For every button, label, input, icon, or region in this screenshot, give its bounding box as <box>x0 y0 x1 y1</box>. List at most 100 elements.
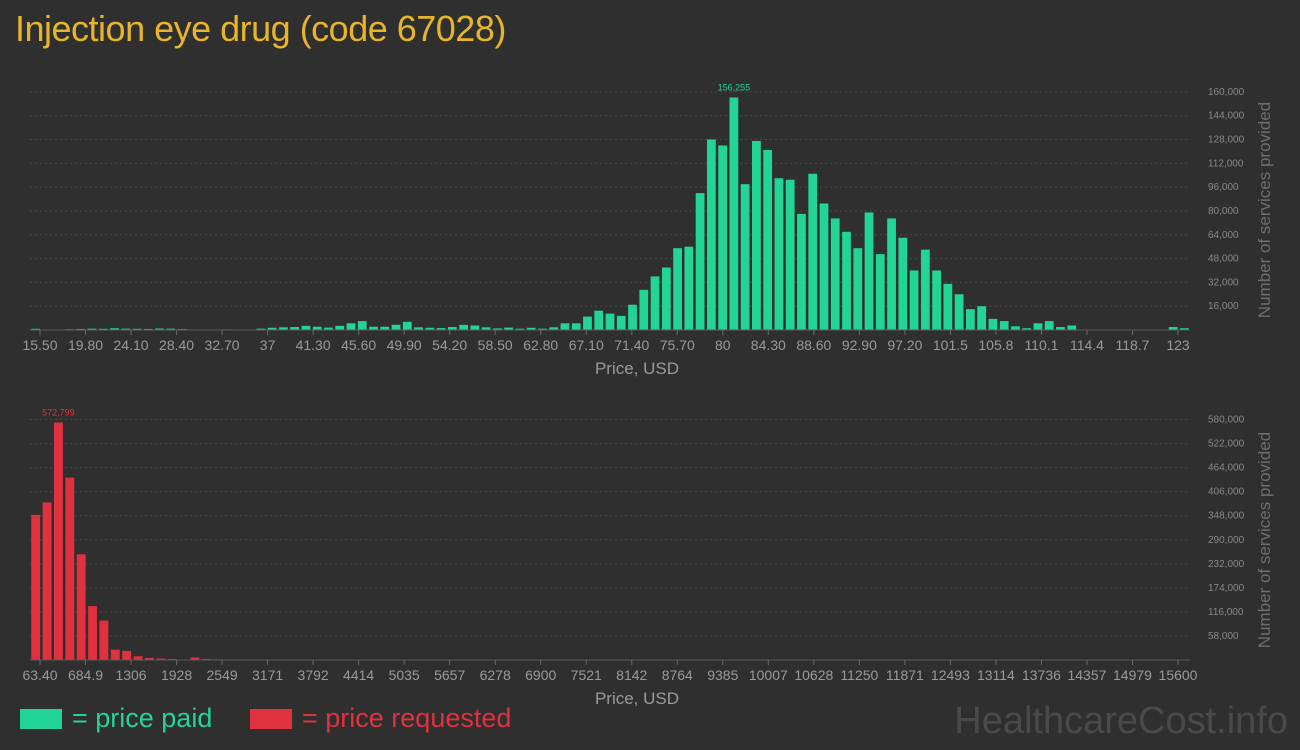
bar <box>1011 326 1020 330</box>
x-tick-label: 75.70 <box>660 337 695 353</box>
bar <box>42 502 52 660</box>
bar <box>279 327 288 330</box>
bar <box>526 327 536 330</box>
bar <box>425 327 435 330</box>
legend-requested-swatch <box>250 708 292 729</box>
bar <box>436 328 446 330</box>
bar <box>324 327 333 330</box>
peak-value-label: 572,799 <box>42 408 75 418</box>
y-tick-label: 580,000 <box>1208 415 1245 426</box>
bar <box>88 606 97 660</box>
x-tick-label: 10007 <box>749 667 788 683</box>
bar <box>256 328 266 330</box>
bar <box>31 328 41 330</box>
bar <box>1044 321 1054 330</box>
x-tick-label: 9385 <box>707 667 738 683</box>
paid-price-chart: 16,000 32,000 48,000 64,000 80,000 96,000 112,… <box>22 82 1274 378</box>
bar <box>853 248 863 330</box>
y-tick-label: 96,000 <box>1208 182 1239 193</box>
bar <box>99 620 109 660</box>
bar <box>797 213 806 330</box>
legend-paid-label: = price paid <box>72 703 213 733</box>
bar <box>684 246 694 330</box>
bar <box>98 328 108 330</box>
bar <box>1168 327 1178 330</box>
x-tick-label: 11250 <box>840 667 878 683</box>
y-tick-label: 290,000 <box>1208 535 1245 546</box>
bar <box>718 145 728 330</box>
bar <box>999 321 1009 330</box>
y-tick-label: 144,000 <box>1208 111 1245 122</box>
y-tick-label: 80,000 <box>1208 206 1239 217</box>
x-tick-label: 105.8 <box>978 337 1013 353</box>
x-tick-label: 684.9 <box>68 667 103 683</box>
bar <box>774 178 784 330</box>
x-tick-label: 24.10 <box>114 337 149 353</box>
bar <box>1022 328 1032 330</box>
y-tick-label: 174,000 <box>1208 583 1245 594</box>
bar <box>53 422 63 660</box>
bar <box>414 327 423 330</box>
bar <box>661 267 671 330</box>
chart-title: Injection eye drug (code 67028) <box>15 8 506 49</box>
x-tick-label: 58.50 <box>478 337 513 353</box>
x-tick-label: 80 <box>715 337 731 353</box>
bar <box>143 328 153 330</box>
x-tick-label: 8764 <box>662 667 693 683</box>
x-tick-label: 15.50 <box>22 337 57 353</box>
bar <box>156 658 166 660</box>
bar <box>673 248 682 330</box>
bar <box>167 658 177 660</box>
bar <box>65 477 75 660</box>
bar <box>909 270 919 330</box>
y-tick-label: 128,000 <box>1208 135 1245 146</box>
bar <box>605 313 615 330</box>
x-tick-label: 1928 <box>161 667 192 683</box>
x-tick-label: 15600 <box>1159 667 1198 683</box>
bar <box>977 306 987 330</box>
bar <box>492 328 502 330</box>
requested-price-chart: 58,000 116,000 174,000 232,000 290,000 348,00… <box>22 408 1274 708</box>
bar <box>1179 328 1189 330</box>
y-tick-label: 64,000 <box>1208 230 1239 241</box>
bar <box>201 658 211 660</box>
bar <box>1067 325 1077 330</box>
y-tick-label: 522,000 <box>1208 439 1245 450</box>
x-tick-label: 10628 <box>794 667 833 683</box>
legend-paid: = price paid <box>20 703 212 734</box>
bar <box>583 316 592 330</box>
x-tick-label: 37 <box>260 337 276 353</box>
bar <box>808 173 818 330</box>
x-tick-label: 5035 <box>389 667 420 683</box>
bar <box>842 231 851 330</box>
bar <box>110 649 120 660</box>
bar <box>560 323 570 330</box>
bar <box>301 325 311 330</box>
bar <box>920 249 930 330</box>
bar <box>357 321 367 330</box>
x-tick-label: 13114 <box>977 667 1015 683</box>
x-tick-label: 54.20 <box>432 337 467 353</box>
x-tick-label: 28.40 <box>159 337 194 353</box>
bar <box>932 270 941 330</box>
bar <box>391 324 401 330</box>
bar <box>122 650 132 660</box>
y-tick-label: 232,000 <box>1208 559 1245 570</box>
bar <box>740 184 750 330</box>
bar <box>864 212 874 330</box>
bar <box>402 321 412 330</box>
x-tick-label: 4414 <box>343 667 374 683</box>
y-tick-label: 160,000 <box>1208 87 1245 98</box>
x-tick-label: 92.90 <box>842 337 877 353</box>
bar <box>380 326 390 330</box>
bar <box>729 97 739 330</box>
x-tick-label: 5657 <box>434 667 465 683</box>
y-tick-label: 406,000 <box>1208 487 1245 498</box>
bar <box>31 514 41 660</box>
x-tick-label: 3171 <box>252 667 283 683</box>
y-axis-title: Number of services provided <box>1255 432 1274 648</box>
bar <box>752 141 761 330</box>
bar <box>898 237 908 330</box>
bar <box>290 327 300 330</box>
bar <box>763 149 773 330</box>
